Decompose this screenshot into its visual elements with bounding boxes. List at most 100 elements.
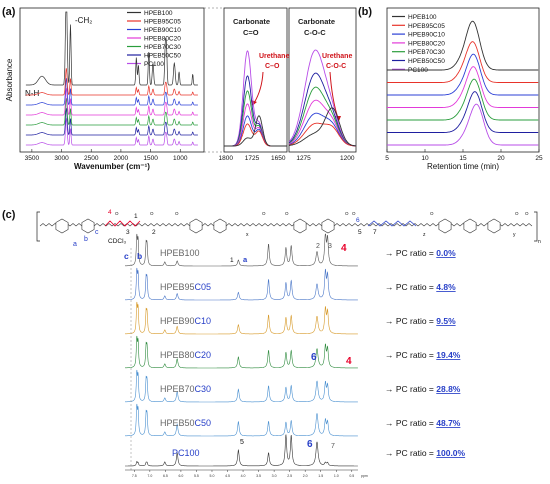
nmr-peak-label-3: 3: [328, 243, 332, 250]
nmr-sample-label: HPEB80C20: [160, 350, 211, 360]
nmr-trace-row-6: [125, 403, 358, 437]
nmr-sample-label: HPEB95C05: [160, 282, 211, 292]
structure-benzene-ring: [81, 218, 95, 234]
structure-subscript-x: x: [246, 232, 249, 238]
gpc-legend-label: HPEB70C30: [408, 49, 445, 56]
structure-bracket-right: [534, 211, 538, 242]
pc-ratio-text: → PC ratio = 48.7%: [385, 418, 461, 428]
zoom2-title-coc: C-O-C: [304, 28, 326, 37]
zoom1-title-carbonate: Carbonate: [233, 17, 270, 26]
nmr-trace-row-4: [125, 335, 358, 369]
zoom1-title-co: C=O: [243, 28, 259, 37]
gpc-legend-label: HPEB80C20: [408, 40, 445, 47]
ftir-xtick-label: 3500: [25, 155, 40, 162]
nmr-peak-label-6: 6: [311, 352, 317, 363]
pc-ratio-text: → PC ratio = 19.4%: [385, 350, 461, 360]
nmr-xtick-label: 3.0: [272, 474, 277, 478]
structure-oxygen: O: [150, 211, 154, 216]
zoom2-urethane-coc: C-O-C: [326, 63, 346, 70]
nmr-xtick-label: 7.5: [132, 474, 137, 478]
ftir-xtick-label: 3000: [54, 155, 69, 162]
zoom2-xtick-label: 1200: [340, 155, 355, 162]
pc-ratio-text: → PC ratio = 100.0%: [385, 448, 466, 458]
nmr-peak-label-b: b: [137, 251, 142, 261]
pc-ratio-text: → PC ratio = 4.8%: [385, 282, 456, 292]
structure-subscript-y: y: [513, 232, 516, 238]
nmr-trace-row-7: [125, 434, 358, 467]
structure-label-b: b: [84, 236, 88, 243]
gpc-trace-hpeb50c50: [387, 91, 539, 133]
ftir-nh-annotation: N-H: [25, 89, 39, 98]
gpc-trace-hpeb70c30: [387, 78, 539, 121]
ftir-trace-hpeb80c20: [25, 88, 198, 116]
structure-label-1: 1: [134, 213, 138, 220]
structure-benzene-ring: [293, 218, 307, 234]
nmr-xtick-label: 4.0: [241, 474, 246, 478]
nmr-xtick-label: 3.5: [256, 474, 261, 478]
gpc-trace-hpeb80c20: [387, 66, 539, 108]
nmr-trace-row-2: [125, 267, 358, 301]
nmr-spectra: HPEB100 → PC ratio = 0.0% HPEB95C05 → PC ra…: [108, 233, 466, 478]
ftir-zoom2-frame: [288, 7, 357, 153]
ftir-legend-label: HPEB100: [144, 10, 173, 17]
nmr-sample-label: HPEB50C50: [160, 418, 211, 428]
gpc-xtick-label: 5: [385, 155, 389, 162]
zoom1-xtick-labels: 1800 1725 1650: [219, 155, 286, 162]
ftir-trace-hpeb90c10: [25, 78, 198, 106]
nmr-xaxis-unit: ppm: [361, 474, 368, 478]
nmr-xtick-label: 2.5: [287, 474, 292, 478]
gpc-legend-label: HPEB90C10: [408, 32, 445, 39]
structure-carbonate-segment: [104, 220, 141, 227]
panel-a-label: (a): [2, 6, 16, 18]
ftir-ch2-annotation: -CH₂: [75, 16, 92, 25]
ftir-legend-label: HPEB70C30: [144, 44, 181, 51]
ftir-ylabel: Absorbance: [5, 58, 14, 101]
structure-oxygen: O: [525, 211, 529, 216]
gpc-trace-hpeb95c05: [387, 41, 539, 83]
structure-subscript-n: n: [538, 239, 541, 245]
structure-oxygen: O: [515, 211, 519, 216]
frames: [19, 7, 540, 153]
nmr-xtick-label: 1.5: [318, 474, 323, 478]
ftir-zoom1-frame: [223, 7, 288, 153]
ftir-main-frame: [19, 7, 205, 153]
nmr-trace-row-1: [125, 233, 358, 267]
ftir-legend-label: HPEB80C20: [144, 36, 181, 43]
nmr-peak-label-6-lower: 6: [307, 439, 313, 450]
panel-c-label: (c): [2, 209, 16, 221]
ftir-trace-hpeb70c30: [25, 98, 198, 126]
zoom1-trace-hpeb50c50: [224, 75, 287, 147]
gpc-trace-pc100: [387, 103, 539, 146]
structure-oxygen: O: [115, 211, 119, 216]
zoom2-title-carbonate: Carbonate: [298, 17, 335, 26]
ftir-legend-label: HPEB95C05: [144, 19, 181, 26]
nmr-peak-label-c: c: [124, 251, 129, 261]
pc-ratio-text: → PC ratio = 28.8%: [385, 384, 461, 394]
ftir-legend-label: PC100: [144, 61, 164, 68]
ftir-trace-pc100: [25, 118, 198, 146]
pc-ratio-text: → PC ratio = 9.5%: [385, 316, 456, 326]
nmr-sample-label: HPEB100: [160, 248, 200, 258]
structure-label-c: c: [95, 229, 99, 236]
nmr-xtick-label: 2.0: [303, 474, 308, 478]
zoom1-traces: [224, 50, 287, 147]
gpc-traces: [387, 20, 539, 146]
nmr-trace-row-5: [125, 369, 358, 403]
structure-label-6: 6: [356, 217, 360, 224]
structure-label-a: a: [73, 241, 77, 248]
ftir-trace-hpeb95c05: [25, 68, 198, 96]
structure-label-4: 4: [108, 209, 112, 216]
nmr-sample-label: PC100: [172, 448, 200, 458]
nmr-peak-label-2: 2: [316, 243, 320, 250]
zoom1-xtick-label: 1650: [271, 155, 286, 162]
nmr-xtick-label: 5.5: [194, 474, 199, 478]
zoom1-urethane-arrow: [253, 71, 264, 104]
nmr-trace-row-3: [125, 301, 358, 335]
zoom1-xtick-label: 1800: [219, 155, 234, 162]
zoom2-xtick-label: 1275: [296, 155, 311, 162]
